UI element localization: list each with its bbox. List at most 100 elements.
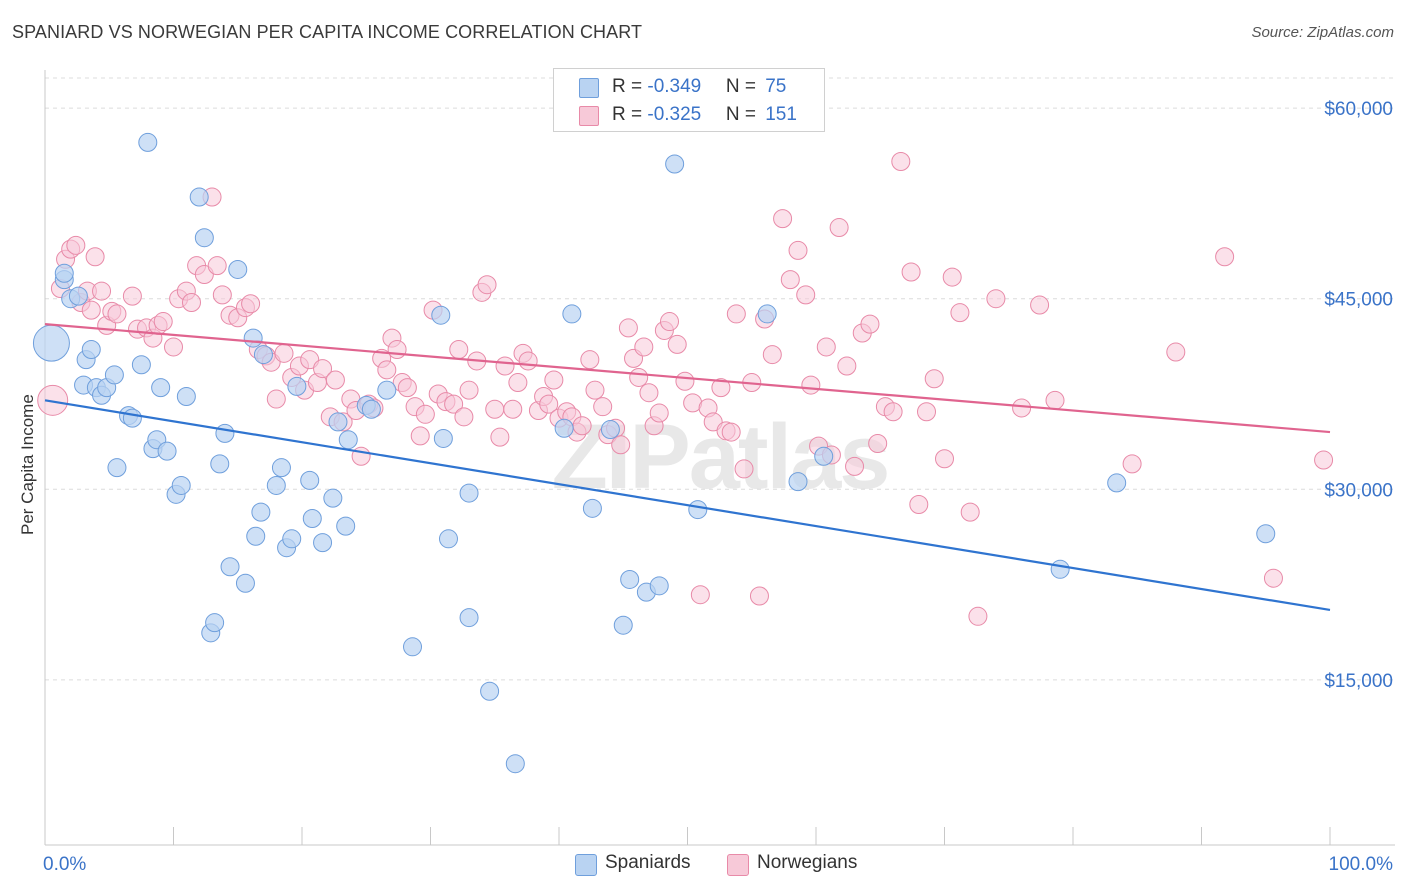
norwegian-point bbox=[917, 402, 937, 422]
spaniard-point bbox=[336, 516, 356, 536]
spaniard-point bbox=[757, 304, 777, 324]
legend-r-label: R = bbox=[612, 76, 648, 97]
norwegian-point bbox=[377, 360, 397, 380]
y-axis-title: Per Capita Income bbox=[18, 394, 37, 535]
spaniard-point bbox=[665, 154, 685, 174]
correlation-legend: R = -0.349 N = 75 R = -0.325 N = 151 bbox=[553, 68, 825, 132]
spaniard-point bbox=[122, 408, 142, 428]
legend-n-label: N = bbox=[725, 104, 762, 125]
norwegian-point bbox=[580, 350, 600, 370]
norwegian-point bbox=[891, 151, 911, 171]
norwegian-point bbox=[92, 281, 112, 301]
spaniard-point bbox=[253, 345, 273, 365]
spaniard-point bbox=[403, 637, 423, 657]
norwegian-point bbox=[410, 426, 430, 446]
spaniard-point bbox=[459, 608, 479, 628]
trend-lines bbox=[44, 323, 1331, 612]
spaniard-point bbox=[1256, 524, 1276, 544]
norwegian-point bbox=[801, 375, 821, 395]
spaniard-point bbox=[377, 380, 397, 400]
spaniard-point bbox=[480, 681, 500, 701]
spaniard-point bbox=[1107, 473, 1127, 493]
norwegian-point bbox=[950, 303, 970, 323]
norwegian-point bbox=[107, 304, 127, 324]
spaniard-point bbox=[1050, 559, 1070, 579]
spaniard-point bbox=[433, 428, 453, 448]
norwegian-point bbox=[477, 275, 497, 295]
x-tick-label: 100.0% bbox=[1329, 854, 1394, 875]
norwegian-point bbox=[503, 399, 523, 419]
norwegians-points bbox=[37, 151, 1334, 626]
norwegian-point bbox=[508, 373, 528, 393]
norwegian-point bbox=[788, 240, 808, 260]
spaniard-point bbox=[228, 259, 248, 279]
legend-n-value-spaniards: 75 bbox=[765, 76, 787, 97]
norwegian-point bbox=[518, 351, 538, 371]
chart-title: SPANIARD VS NORWEGIAN PER CAPITA INCOME … bbox=[12, 22, 643, 42]
spaniard-point bbox=[431, 305, 451, 325]
spaniard-point bbox=[688, 500, 708, 520]
norwegian-point bbox=[675, 371, 695, 391]
norwegian-point bbox=[837, 356, 857, 376]
norwegian-point bbox=[325, 370, 345, 390]
spaniard-point bbox=[562, 304, 582, 324]
tick-labels: $15,000 $30,000 $45,000 $60,000 0.0% 100.0% bbox=[43, 99, 1393, 875]
legend-row-spaniards: R = -0.349 N = 75 bbox=[554, 73, 824, 101]
spaniard-point bbox=[300, 470, 320, 490]
y-tick-label: $15,000 bbox=[1324, 671, 1393, 692]
norwegian-point bbox=[544, 370, 564, 390]
norwegian-point bbox=[749, 586, 769, 606]
norwegian-point bbox=[935, 449, 954, 469]
norwegian-point bbox=[924, 369, 944, 389]
norwegian-point bbox=[901, 262, 921, 282]
norwegian-point bbox=[539, 394, 559, 414]
spaniard-point bbox=[176, 387, 196, 407]
norwegian-point bbox=[1215, 247, 1235, 267]
spaniard-point bbox=[194, 228, 214, 248]
spaniard-point bbox=[243, 328, 263, 348]
y-tick-label: $30,000 bbox=[1324, 480, 1393, 501]
norwegian-point bbox=[397, 378, 417, 398]
legend-r-value-spaniards: -0.349 bbox=[647, 76, 702, 97]
spaniard-point bbox=[246, 526, 266, 546]
norwegian-point bbox=[868, 434, 888, 454]
norwegian-point bbox=[780, 270, 800, 290]
norwegian-point bbox=[773, 209, 793, 229]
norwegian-point bbox=[444, 394, 464, 414]
norwegian-point bbox=[883, 402, 903, 422]
chart-source: Source: ZipAtlas.com bbox=[1251, 24, 1394, 41]
norwegian-point bbox=[85, 247, 105, 267]
norwegian-point bbox=[1012, 398, 1032, 418]
spaniard-point bbox=[788, 472, 808, 492]
norwegian-point bbox=[860, 314, 880, 334]
spaniard-point bbox=[302, 508, 322, 528]
norwegian-point bbox=[1045, 390, 1065, 410]
norwegian-point bbox=[485, 399, 505, 419]
norwegian-point bbox=[66, 235, 86, 255]
spaniard-point bbox=[338, 430, 358, 450]
spaniard-point bbox=[271, 458, 291, 478]
norwegian-point bbox=[711, 378, 731, 398]
x-tick-label: 0.0% bbox=[43, 854, 86, 875]
norwegian-point bbox=[942, 267, 962, 287]
norwegian-point bbox=[1263, 568, 1283, 588]
norwegian-point bbox=[207, 256, 227, 276]
norwegian-point bbox=[164, 337, 183, 357]
legend-n-label: N = bbox=[725, 76, 762, 97]
legend-r-label: R = bbox=[612, 104, 648, 125]
norwegian-point bbox=[845, 456, 865, 476]
norwegian-point bbox=[274, 343, 294, 363]
norwegian-point bbox=[266, 389, 286, 409]
spaniard-point bbox=[157, 441, 177, 461]
spaniards-swatch bbox=[579, 78, 599, 98]
norwegian-point bbox=[122, 286, 142, 306]
spaniard-point bbox=[138, 132, 158, 152]
norwegian-point bbox=[495, 356, 515, 376]
norwegian-point bbox=[415, 404, 435, 424]
spaniard-point bbox=[361, 399, 381, 419]
spaniard-point bbox=[205, 613, 225, 633]
spaniard-point bbox=[54, 263, 74, 283]
norwegian-point bbox=[313, 359, 333, 379]
spaniards-legend-swatch bbox=[575, 854, 597, 876]
legend-n-value-norwegians: 151 bbox=[765, 104, 797, 125]
